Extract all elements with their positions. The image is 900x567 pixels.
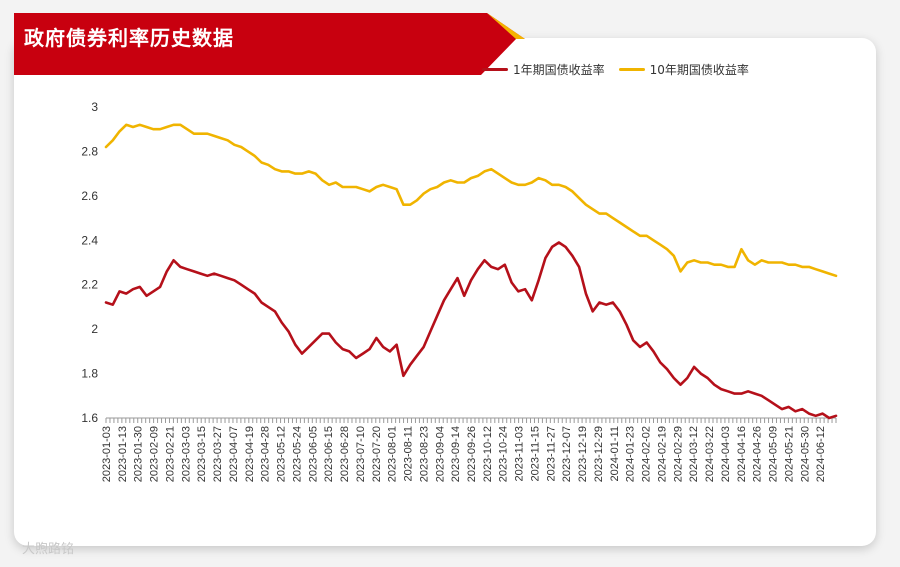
x-tick-label: 2024-02-02 [641, 426, 653, 482]
legend-item-10y: 10年期国债收益率 [618, 61, 749, 78]
x-tick-label: 2023-09-26 [466, 426, 478, 482]
x-tick-label: 2024-04-16 [736, 426, 748, 482]
x-tick-label: 2023-08-11 [403, 426, 415, 481]
x-tick-label: 2023-12-07 [561, 426, 573, 482]
page-title: 政府债券利率历史数据 [24, 26, 234, 50]
x-tick-label: 2024-05-21 [783, 426, 795, 482]
x-tick-label: 2023-02-21 [164, 426, 176, 482]
x-tick-label: 2023-04-19 [244, 426, 256, 482]
watermark: 大煦路铭 [22, 542, 75, 557]
x-tick-label: 2024-02-29 [672, 426, 684, 482]
x-tick-label: 2023-07-10 [355, 426, 367, 482]
x-tick-label: 2023-12-19 [577, 426, 589, 482]
x-tick-label: 2023-05-24 [291, 426, 303, 482]
x-tick-label: 2023-06-28 [339, 426, 351, 482]
x-tick-label: 2023-02-09 [149, 426, 161, 482]
legend-item-1y: 1年期国债收益率 [482, 61, 605, 78]
x-tick-label: 2023-04-28 [260, 426, 272, 482]
x-tick-label: 2023-06-15 [323, 426, 335, 482]
x-tick-label: 2023-04-07 [228, 426, 240, 482]
y-tick-label: 2 [91, 322, 98, 336]
x-tick-label: 2023-11-27 [545, 426, 557, 481]
x-tick-label: 2023-11-15 [529, 426, 541, 481]
x-tick-label: 2023-09-14 [450, 426, 462, 482]
x-tick-label: 2023-06-05 [307, 426, 319, 482]
series-line-1y [104, 241, 838, 420]
x-tick-label: 2024-04-03 [720, 426, 732, 482]
y-tick-label: 1.6 [81, 411, 98, 425]
x-tick-label: 2023-03-15 [196, 426, 208, 482]
y-tick-label: 2.8 [81, 144, 98, 158]
y-tick-label: 3 [91, 100, 98, 114]
x-tick-label: 2023-01-03 [101, 426, 113, 482]
y-tick-label: 2.4 [81, 233, 98, 247]
x-tick-label: 2023-01-30 [133, 426, 145, 482]
x-tick-label: 2024-06-12 [815, 426, 827, 482]
y-tick-label: 1.8 [81, 367, 98, 381]
chart-legend: 1年期国债收益率 10年期国债收益率 [482, 61, 763, 78]
x-tick-label: 2024-02-19 [656, 426, 668, 482]
x-tick-label: 2023-09-04 [434, 426, 446, 482]
x-tick-label: 2024-01-11 [609, 426, 621, 481]
x-tick-label: 2024-03-12 [688, 426, 700, 482]
y-tick-label: 2.2 [81, 278, 98, 292]
legend-label-1y: 1年期国债收益率 [513, 63, 605, 77]
x-tick-label: 2023-12-29 [593, 426, 605, 482]
y-tick-label: 2.6 [81, 189, 98, 203]
x-tick-label: 2023-10-24 [498, 426, 510, 482]
title-banner [14, 13, 525, 75]
legend-label-10y: 10年期国债收益率 [649, 63, 749, 77]
x-tick-label: 2023-03-27 [212, 426, 224, 482]
x-tick-label: 2023-03-03 [180, 426, 192, 482]
x-tick-label: 2023-08-01 [387, 426, 399, 482]
x-tick-label: 2023-08-23 [418, 426, 430, 482]
legend-swatch-10y [618, 68, 645, 71]
x-tick-label: 2023-11-03 [514, 426, 526, 481]
chart-card [14, 38, 876, 546]
legend-swatch-1y [482, 68, 508, 71]
x-tick-label: 2024-05-09 [768, 426, 780, 482]
x-tick-label: 2024-03-22 [704, 426, 716, 482]
x-tick-label: 2023-01-13 [117, 426, 129, 482]
series-line-10y [104, 123, 838, 278]
x-tick-label: 2024-04-26 [752, 426, 764, 482]
x-tick-label: 2023-10-12 [482, 426, 494, 482]
x-tick-label: 2023-05-12 [276, 426, 288, 482]
x-tick-label: 2024-01-23 [625, 426, 637, 482]
x-tick-label: 2024-05-30 [799, 426, 811, 482]
x-tick-label: 2023-07-20 [371, 426, 383, 482]
